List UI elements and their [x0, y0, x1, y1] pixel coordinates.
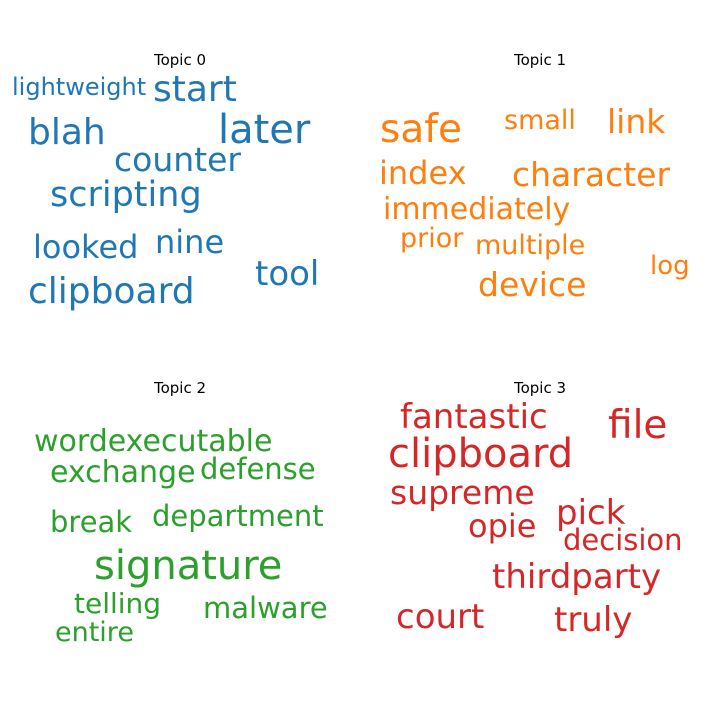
word-prior: prior	[400, 223, 464, 254]
word-court: court	[396, 597, 485, 637]
word-small: small	[504, 105, 576, 136]
word-thirdparty: thirdparty	[492, 557, 662, 597]
topic-title: Topic 1	[513, 51, 567, 69]
word-blah: blah	[28, 112, 106, 153]
topic-title: Topic 2	[153, 379, 207, 397]
word-looked: looked	[33, 228, 139, 266]
word-safe: safe	[380, 107, 462, 152]
word-counter: counter	[114, 140, 241, 179]
word-telling: telling	[74, 587, 162, 620]
word-truly: truly	[554, 600, 633, 640]
word-later: later	[218, 107, 311, 153]
word-nine: nine	[155, 223, 225, 261]
word-clipboard: clipboard	[28, 271, 195, 312]
word-lightweight: lightweight	[12, 73, 147, 101]
topic-panel-3: Topic 3 fantastic file clipboard supreme pic…	[360, 328, 720, 688]
word-start: start	[153, 69, 237, 110]
word-signature: signature	[94, 543, 283, 589]
topic-title: Topic 0	[153, 51, 207, 69]
word-device: device	[478, 265, 587, 304]
topic-panel-2: Topic 2 wordexecutable exchange defense bre…	[0, 328, 360, 688]
word-link: link	[607, 102, 666, 141]
word-break: break	[50, 505, 133, 539]
word-multiple: multiple	[475, 230, 586, 261]
word-defense: defense	[200, 452, 316, 486]
word-supreme: supreme	[390, 473, 535, 512]
word-file: file	[608, 403, 668, 448]
word-tool: tool	[255, 254, 320, 294]
word-index: index	[379, 154, 467, 192]
word-scripting: scripting	[50, 175, 202, 215]
word-immediately: immediately	[383, 192, 571, 227]
topic-panel-0: Topic 0 start lightweight later blah counter…	[0, 0, 360, 360]
word-malware: malware	[203, 591, 328, 625]
topic-title: Topic 3	[513, 379, 567, 397]
word-opie: opie	[468, 507, 537, 545]
word-log: log	[650, 251, 690, 281]
word-pick: pick	[556, 493, 626, 533]
word-decision: decision	[563, 523, 683, 557]
word-exchange: exchange	[50, 455, 196, 490]
word-fantastic: fantastic	[400, 397, 548, 437]
word-character: character	[512, 155, 671, 194]
word-clipboard: clipboard	[388, 431, 574, 477]
topic-panel-1: Topic 1 safe small link index character immed…	[360, 0, 720, 360]
word-entire: entire	[55, 617, 134, 648]
word-wordexecutable: wordexecutable	[34, 424, 273, 459]
word-department: department	[152, 499, 324, 533]
